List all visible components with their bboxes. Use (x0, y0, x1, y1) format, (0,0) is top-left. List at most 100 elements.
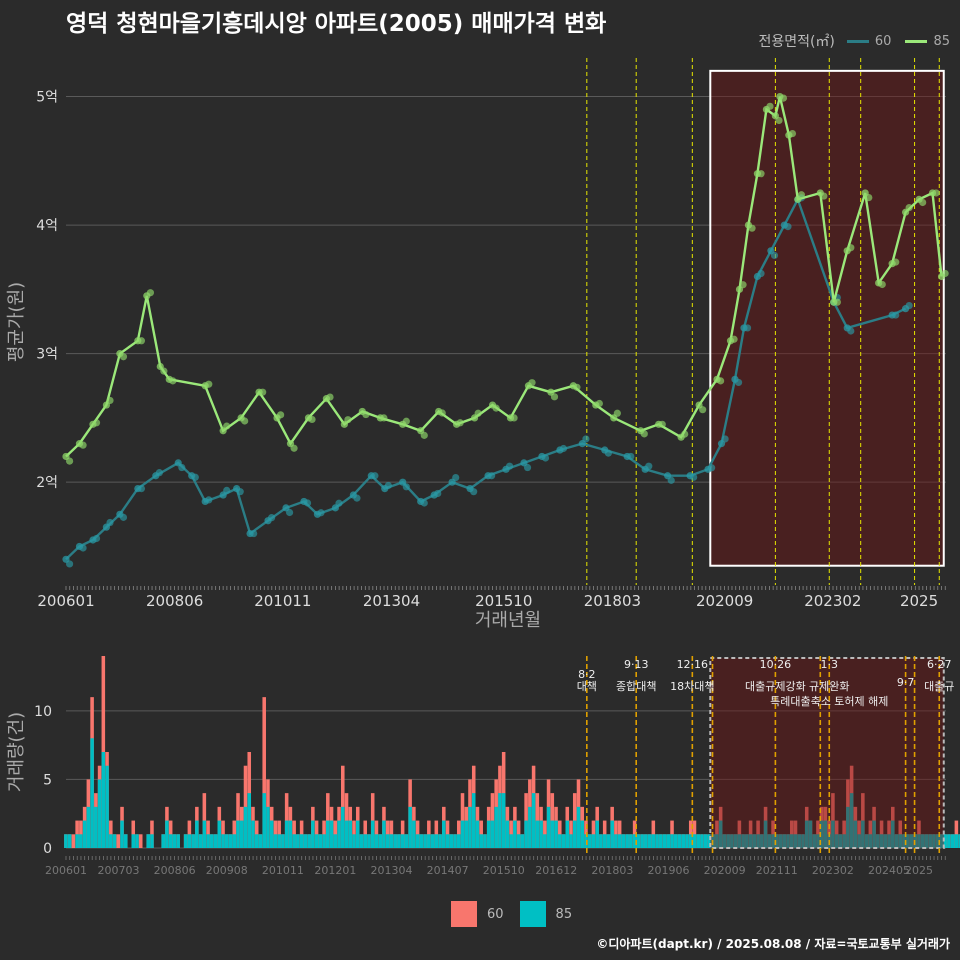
legend-swatch-60 (846, 39, 869, 43)
price-y-tick: 2억 (36, 475, 58, 491)
volume-annotation-date: 8·2 (578, 668, 596, 681)
volume-bar-85 (284, 820, 289, 848)
volume-bar-85 (756, 834, 760, 848)
price-point-60 (178, 463, 186, 472)
volume-bar-85 (831, 820, 835, 848)
volume-bar-85 (479, 834, 483, 848)
volume-bar-85 (150, 834, 154, 848)
volume-bar-85 (685, 834, 689, 848)
price-point-60 (541, 454, 550, 462)
volume-bar-85 (917, 834, 921, 848)
volume-bar-85 (251, 820, 255, 848)
price-point-85 (380, 414, 388, 422)
price-point-60 (757, 269, 765, 278)
volume-bar-85 (849, 793, 854, 848)
price-point-85 (640, 430, 648, 438)
price-point-85 (919, 198, 927, 207)
price-point-60 (721, 435, 729, 443)
price-point-60 (79, 544, 87, 552)
volume-bar-85 (789, 834, 794, 848)
volume-bar-85 (823, 820, 828, 848)
volume-annotation-date: 1·3 (821, 658, 839, 671)
volume-bar-85 (842, 834, 846, 848)
volume-x-tick: 200806 (154, 864, 196, 877)
volume-bar-85 (318, 834, 323, 848)
volume-bar-85 (498, 793, 502, 848)
volume-bar-85 (793, 834, 798, 848)
price-point-85 (223, 422, 231, 430)
volume-annotation-label: 대출규 (924, 680, 954, 693)
price-point-60 (434, 489, 442, 498)
volume-bar-85 (363, 834, 367, 848)
volume-bar-85 (243, 806, 248, 848)
volume-bar-85 (591, 834, 596, 848)
volume-bar-85 (232, 834, 237, 848)
volume-bar-85 (352, 834, 356, 848)
volume-bar-60 (71, 834, 76, 848)
volume-bar-85 (950, 834, 955, 848)
legend-bottom-label-60: 60 (487, 906, 504, 922)
volume-bar-85 (767, 834, 772, 848)
volume-annotation-label: 대출규제강화 (745, 680, 806, 693)
volume-bar-85 (430, 834, 435, 848)
volume-bar-85 (311, 820, 315, 848)
volume-x-tick: 2025 (905, 864, 933, 877)
volume-bar-85 (303, 834, 308, 848)
volume-bar-85 (400, 834, 405, 848)
price-point-85 (402, 417, 410, 425)
price-point-60 (452, 473, 460, 482)
price-point-85 (788, 129, 797, 138)
price-point-60 (335, 499, 343, 507)
volume-bar-85 (370, 820, 375, 848)
legend-bottom-label-85: 85 (555, 906, 573, 922)
volume-x-tick: 201803 (591, 864, 633, 877)
volume-annotation-date: 6·27 (927, 658, 952, 671)
volume-bar-85 (82, 820, 87, 848)
volume-bar-85 (105, 765, 109, 848)
volume-bar-85 (673, 834, 678, 848)
volume-annotation-date: 10·26 (760, 658, 792, 671)
price-point-85 (847, 244, 855, 252)
volume-bar-85 (902, 834, 906, 848)
price-point-60 (892, 311, 900, 319)
volume-bar-85 (94, 806, 98, 848)
volume-bar-85 (737, 834, 742, 848)
volume-annotation-label: 18차대책 (670, 680, 714, 693)
volume-bar-85 (288, 820, 293, 848)
price-point-85 (595, 399, 603, 408)
volume-bar-85 (292, 834, 296, 848)
price-y-axis-label: 평균가(원) (6, 282, 27, 362)
price-point-85 (779, 94, 788, 102)
price-point-60 (65, 560, 74, 568)
price-point-60 (119, 513, 128, 521)
price-point-85 (820, 192, 828, 200)
volume-bar-85 (67, 834, 72, 848)
price-point-85 (362, 410, 370, 419)
volume-bar-85 (535, 820, 540, 848)
volume-bar-85 (797, 834, 802, 848)
price-point-60 (645, 462, 653, 470)
volume-bar-85 (786, 834, 790, 848)
volume-bar-85 (123, 834, 128, 848)
volume-bar-85 (632, 834, 637, 848)
price-point-60 (627, 452, 635, 461)
volume-bar-85 (647, 834, 652, 848)
volume-bar-60 (138, 834, 143, 848)
volume-bar-85 (782, 834, 787, 848)
volume-bar-85 (471, 793, 476, 848)
volume-bar-85 (419, 834, 424, 848)
price-point-60 (268, 514, 276, 522)
volume-bar-85 (501, 793, 506, 848)
price-point-85 (160, 367, 168, 375)
price-point-85 (456, 419, 464, 427)
price-point-60 (905, 301, 913, 310)
volume-bar-85 (741, 834, 745, 848)
price-point-60 (420, 499, 428, 507)
volume-x-tick: 200703 (98, 864, 140, 877)
volume-x-tick: 201011 (262, 864, 304, 877)
price-x-tick: 2025 (900, 592, 938, 610)
volume-bar-85 (580, 820, 585, 848)
credit-text: ©디아파트(dapt.kr) / 2025.08.08 / 자료=국토교통부 실… (596, 937, 950, 951)
volume-bar-85 (314, 834, 319, 848)
